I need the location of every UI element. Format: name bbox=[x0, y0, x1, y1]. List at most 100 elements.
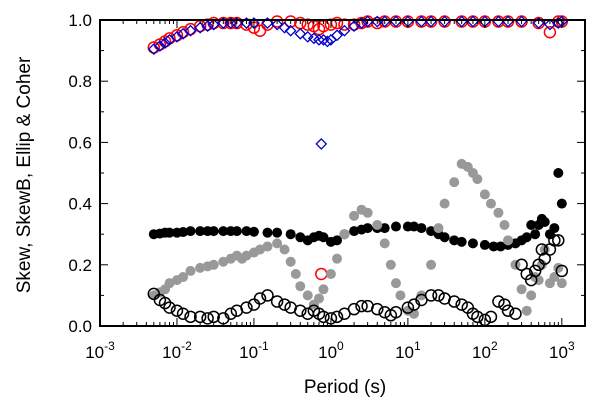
data-point bbox=[159, 37, 171, 49]
data-point bbox=[390, 221, 401, 232]
data-point bbox=[313, 33, 325, 46]
data-point bbox=[390, 278, 401, 289]
series-4 bbox=[147, 234, 569, 327]
data-point bbox=[176, 307, 190, 321]
data-point bbox=[285, 256, 296, 267]
y-tick-label: 0.8 bbox=[68, 72, 92, 91]
data-point bbox=[158, 296, 172, 310]
data-point bbox=[492, 295, 505, 308]
data-point bbox=[501, 304, 515, 317]
data-point bbox=[330, 16, 344, 30]
data-point bbox=[147, 41, 161, 54]
data-point bbox=[208, 226, 219, 237]
x-tick-label: 10-1 bbox=[239, 339, 269, 362]
data-point bbox=[355, 17, 368, 29]
data-point bbox=[455, 298, 468, 311]
data-point bbox=[184, 310, 197, 324]
x-tick-label: 10-3 bbox=[85, 339, 115, 362]
data-point bbox=[555, 264, 569, 278]
data-point bbox=[553, 168, 564, 178]
data-point bbox=[185, 265, 196, 276]
data-point bbox=[521, 232, 532, 243]
data-point bbox=[362, 207, 373, 218]
data-point bbox=[516, 284, 527, 295]
data-point bbox=[184, 24, 197, 37]
y-tick-label: 1.0 bbox=[68, 11, 92, 30]
data-point bbox=[262, 227, 273, 238]
data-point bbox=[325, 268, 336, 279]
data-point bbox=[484, 310, 498, 324]
data-point bbox=[439, 198, 450, 209]
data-point bbox=[416, 290, 427, 301]
data-point bbox=[535, 243, 549, 256]
data-point bbox=[479, 239, 490, 250]
plot-marks bbox=[147, 15, 569, 327]
data-point bbox=[253, 24, 267, 37]
data-point bbox=[332, 253, 343, 264]
y-tick-label: 0.2 bbox=[68, 256, 92, 275]
x-axis-label: Period (s) bbox=[304, 377, 386, 398]
data-point bbox=[272, 227, 283, 238]
data-point bbox=[538, 252, 552, 265]
data-point bbox=[447, 295, 461, 308]
data-point bbox=[247, 298, 261, 311]
data-point bbox=[195, 226, 206, 237]
data-point bbox=[271, 18, 284, 31]
data-point bbox=[495, 241, 506, 252]
data-point bbox=[218, 226, 229, 237]
data-point bbox=[321, 35, 334, 48]
x-tick-label: 101 bbox=[395, 339, 421, 362]
data-point bbox=[355, 299, 368, 313]
x-tick-label: 100 bbox=[318, 339, 344, 362]
data-point bbox=[493, 207, 504, 218]
data-point bbox=[261, 289, 274, 302]
data-point bbox=[539, 216, 550, 227]
data-point bbox=[385, 259, 396, 270]
data-point bbox=[318, 232, 329, 243]
y-tick-label: 0.4 bbox=[68, 195, 92, 214]
data-point bbox=[372, 220, 383, 231]
data-point bbox=[408, 221, 419, 232]
data-point bbox=[315, 138, 328, 150]
data-point bbox=[290, 268, 301, 279]
data-point bbox=[424, 289, 438, 302]
series-2 bbox=[148, 168, 567, 252]
data-point bbox=[347, 302, 361, 316]
y-tick-label: 0.6 bbox=[68, 133, 92, 152]
data-point bbox=[530, 229, 541, 240]
data-point bbox=[499, 220, 510, 231]
data-point bbox=[240, 301, 253, 314]
data-point bbox=[371, 302, 384, 316]
y-tick-label: 0.0 bbox=[68, 317, 92, 336]
data-point bbox=[270, 295, 284, 308]
data-point bbox=[231, 226, 242, 237]
x-tick-label: 103 bbox=[549, 339, 575, 362]
data-point bbox=[284, 24, 297, 37]
data-point bbox=[253, 292, 267, 305]
data-point bbox=[526, 220, 537, 231]
data-point bbox=[201, 312, 214, 325]
data-point bbox=[426, 259, 437, 270]
data-point bbox=[295, 281, 306, 292]
data-point bbox=[449, 177, 460, 188]
data-point bbox=[170, 29, 184, 42]
data-point bbox=[439, 232, 450, 243]
data-point bbox=[261, 17, 274, 29]
data-point bbox=[467, 238, 478, 249]
data-point bbox=[395, 290, 406, 301]
data-point bbox=[509, 307, 522, 321]
data-point bbox=[556, 198, 567, 209]
data-point bbox=[485, 198, 496, 209]
data-point bbox=[472, 174, 483, 185]
data-point bbox=[503, 235, 514, 246]
data-point bbox=[526, 290, 537, 301]
x-tick-label: 10-2 bbox=[162, 339, 192, 362]
data-point bbox=[207, 18, 220, 31]
data-point bbox=[449, 235, 460, 246]
series-1 bbox=[147, 15, 568, 150]
data-point bbox=[338, 24, 351, 37]
data-point bbox=[488, 241, 499, 252]
data-point bbox=[294, 304, 307, 317]
data-point bbox=[313, 293, 324, 304]
data-point bbox=[339, 229, 350, 240]
